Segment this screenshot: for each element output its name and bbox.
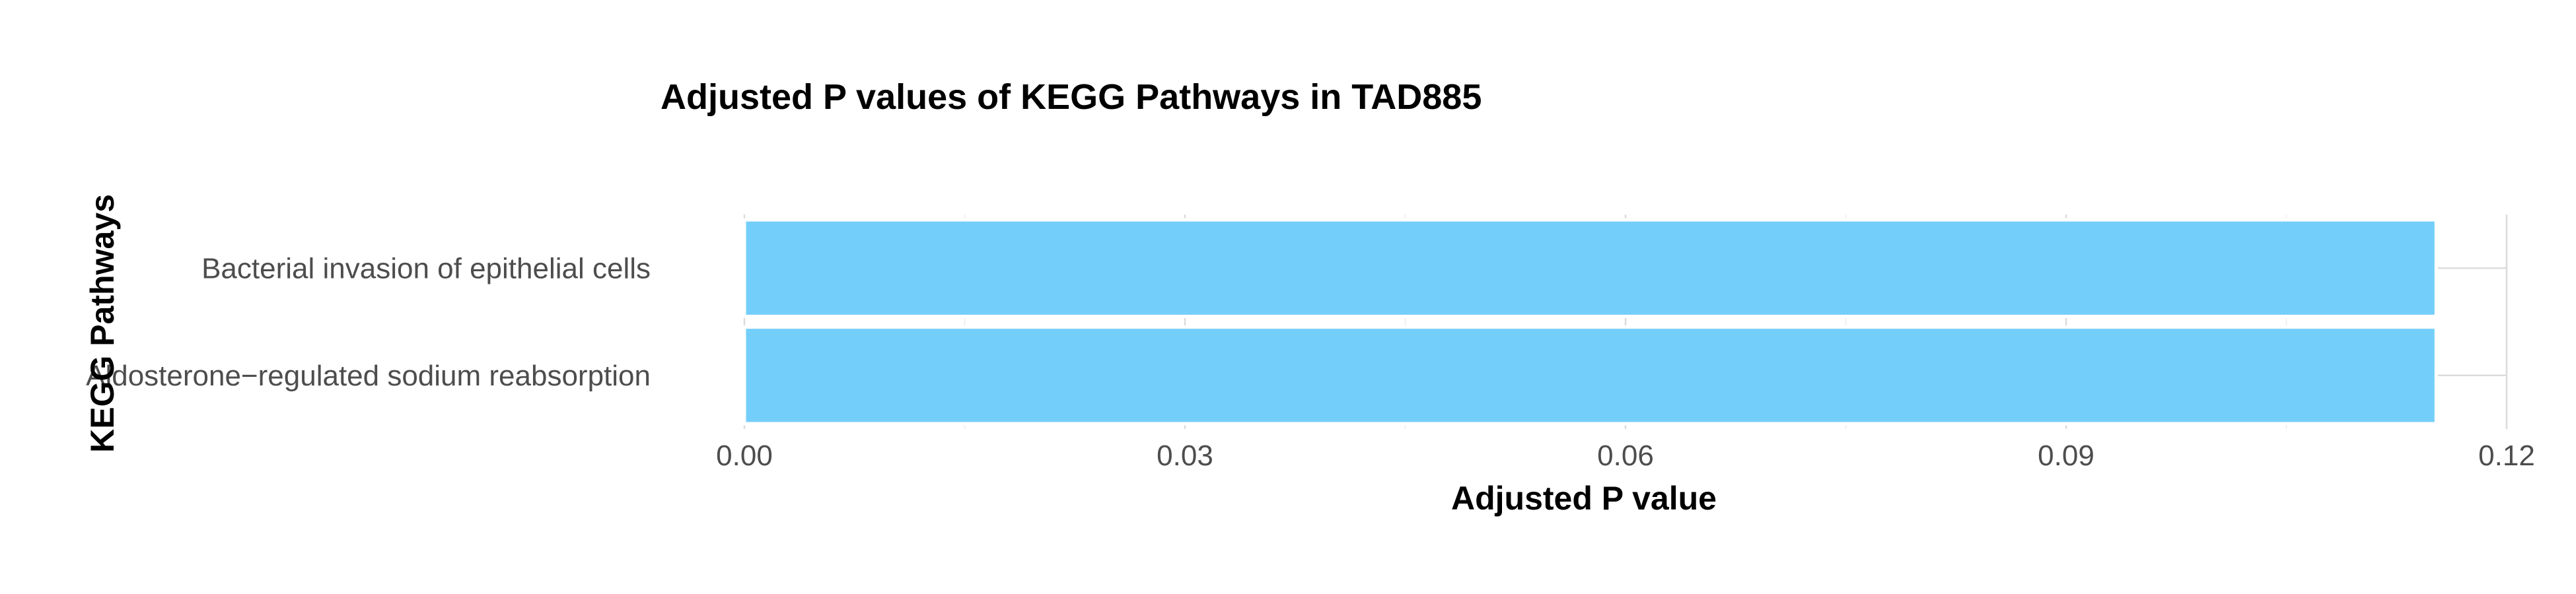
x-tick-labels: 0.00 0.03 0.06 0.09 0.12 xyxy=(716,440,2535,472)
y-tick-label: Aldosterone−regulated sodium reabsorptio… xyxy=(86,360,651,392)
bars xyxy=(742,218,2438,426)
x-tick-label: 0.09 xyxy=(2038,440,2094,472)
x-tick-label: 0.06 xyxy=(1597,440,1654,472)
x-axis-title: Adjusted P value xyxy=(1451,480,1717,517)
bar xyxy=(742,325,2438,426)
x-tick-label: 0.03 xyxy=(1157,440,1213,472)
x-tick-label: 0.00 xyxy=(716,440,773,472)
y-tick-labels: Bacterial invasion of epithelial cells Al… xyxy=(86,252,651,392)
bar xyxy=(742,218,2438,318)
y-tick-label: Bacterial invasion of epithelial cells xyxy=(201,252,651,284)
y-axis-title: KEGG Pathways xyxy=(84,194,121,453)
chart-title: Adjusted P values of KEGG Pathways in TA… xyxy=(661,77,1482,117)
x-tick-label: 0.12 xyxy=(2478,440,2535,472)
